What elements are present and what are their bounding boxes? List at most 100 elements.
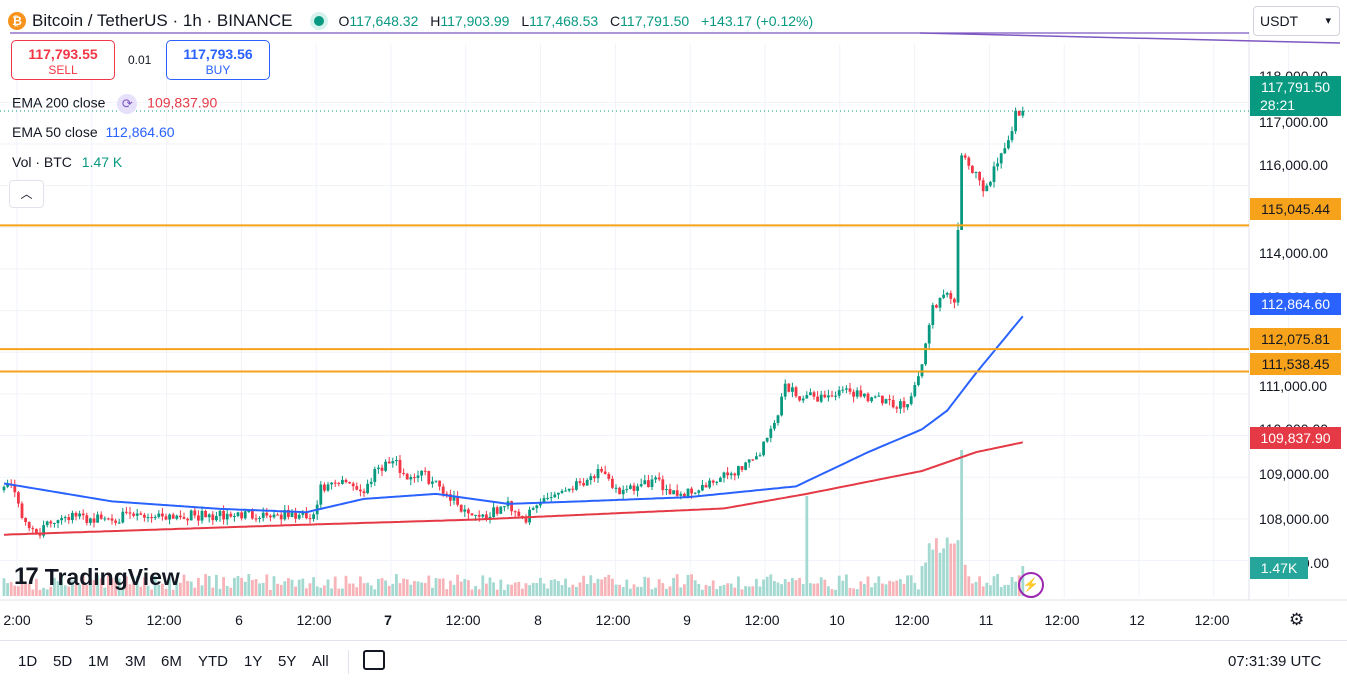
candle-body <box>132 513 135 516</box>
candle-body <box>348 482 351 484</box>
candle-body <box>96 514 99 523</box>
volume-bar <box>546 588 549 596</box>
candle-body <box>801 398 805 401</box>
volume-bar <box>575 586 578 596</box>
y-tick: 111,000.00 <box>1259 378 1327 394</box>
currency-select[interactable]: USDT ▾ <box>1253 6 1340 36</box>
candle-body <box>517 511 521 517</box>
candle-body <box>632 485 636 491</box>
volume-bar <box>665 588 668 596</box>
candle-body <box>161 513 164 517</box>
volume-bar <box>236 575 240 596</box>
volume-bar <box>287 578 290 596</box>
volume-bar <box>341 588 344 596</box>
volume-bar <box>308 583 312 596</box>
candle-body <box>585 480 589 486</box>
volume-bar <box>272 576 276 596</box>
calendar-icon[interactable] <box>363 650 385 670</box>
x-tick: 2:00 <box>3 612 31 628</box>
chart-canvas[interactable] <box>0 0 1347 640</box>
buy-button[interactable]: 117,793.56 BUY <box>166 40 270 80</box>
volume-bar <box>409 584 413 596</box>
candle-body <box>567 488 571 491</box>
candle-body <box>765 437 769 442</box>
volume-bar <box>783 579 787 596</box>
lightning-icon[interactable]: ⚡ <box>1018 572 1044 598</box>
range-all-button[interactable]: All <box>312 653 329 670</box>
volume-bar <box>719 586 722 596</box>
chart-settings-icon[interactable]: ⚙ <box>1289 610 1305 629</box>
range-3m-button[interactable]: 3M <box>125 653 146 670</box>
candle-body <box>557 492 560 495</box>
symbol-title[interactable]: Bitcoin / TetherUS · 1h · BINANCE <box>32 11 293 30</box>
volume-bar <box>661 583 665 596</box>
range-1y-button[interactable]: 1Y <box>244 653 263 670</box>
utc-clock[interactable]: 07:31:39 UTC <box>1228 653 1322 670</box>
chevron-up-icon: ︿ <box>20 187 33 201</box>
volume-bar <box>56 581 60 596</box>
volume-bar <box>942 548 945 596</box>
volume-bar <box>312 577 315 596</box>
candle-body <box>668 489 672 495</box>
volume-bar <box>909 575 913 596</box>
volume-bar <box>917 589 920 596</box>
collapse-legend-button[interactable]: ︿ <box>9 180 44 208</box>
candle-body <box>711 480 715 483</box>
symbol-header[interactable]: ₿ Bitcoin / TetherUS · 1h · BINANCE O117… <box>8 8 821 34</box>
candle-body <box>369 481 373 484</box>
candle-body <box>305 512 308 519</box>
ema50-line <box>3 315 1024 514</box>
volume-bar <box>197 577 200 596</box>
range-1m-button[interactable]: 1M <box>88 653 109 670</box>
candle-body <box>53 523 56 525</box>
candle-body <box>290 512 294 517</box>
candle-body <box>794 387 798 397</box>
volume-bar <box>999 587 1003 596</box>
volume-bar <box>449 580 452 596</box>
range-1d-button[interactable]: 1D <box>18 653 38 670</box>
candle-body <box>949 292 953 299</box>
candle-body <box>751 459 755 461</box>
volume-bar <box>171 589 175 596</box>
range-ytd-button[interactable]: YTD <box>198 653 228 670</box>
volume-bar <box>769 574 773 596</box>
legend-volume[interactable]: Vol · BTC 1.47 K <box>12 154 122 170</box>
candle-body <box>603 471 607 474</box>
volume-bar <box>913 582 917 596</box>
candle-body <box>701 484 704 491</box>
low-value: 117,468.53 <box>529 13 599 29</box>
volume-bar <box>146 585 150 596</box>
volume-bar <box>978 576 981 596</box>
candle-body <box>233 515 236 517</box>
volume-bar <box>13 585 17 596</box>
candle-body <box>729 473 733 476</box>
market-status-icon[interactable] <box>314 16 325 26</box>
x-tick: 12:00 <box>894 612 930 628</box>
legend-ema50[interactable]: EMA 50 close 112,864.60 <box>12 124 175 140</box>
volume-bar <box>625 579 629 596</box>
candle-body <box>438 480 441 487</box>
range-5d-button[interactable]: 5D <box>53 653 73 670</box>
x-tick: 5 <box>85 612 93 628</box>
x-tick: 11 <box>978 612 994 628</box>
range-6m-button[interactable]: 6M <box>161 653 182 670</box>
candle-body <box>830 395 834 397</box>
volume-bar <box>495 589 499 596</box>
candle-body <box>341 479 344 484</box>
volume-bar <box>852 588 855 596</box>
volume-bar <box>269 589 272 596</box>
candle-body <box>215 516 218 521</box>
legend-ema200[interactable]: EMA 200 close ⟳ 109,837.90 <box>12 94 217 114</box>
range-5y-button[interactable]: 5Y <box>278 653 297 670</box>
candle-body <box>531 508 535 510</box>
volume-bar <box>621 586 625 596</box>
tradingview-logo[interactable]: 17 TradingView <box>14 563 180 591</box>
volume-bar <box>971 583 974 596</box>
candle-body <box>1017 110 1021 116</box>
volume-bar <box>143 577 146 596</box>
candle-body <box>571 488 575 490</box>
volume-bar <box>243 581 247 596</box>
volume-bar <box>35 578 38 596</box>
sell-button[interactable]: 117,793.55 SELL <box>11 40 115 80</box>
candle-body <box>931 305 935 325</box>
